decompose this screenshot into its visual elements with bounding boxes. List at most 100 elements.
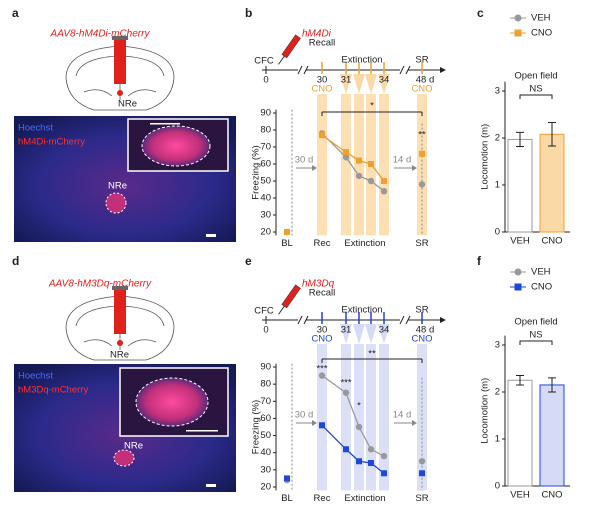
region-outline xyxy=(105,192,127,214)
y-tick-label: 40 xyxy=(260,447,271,458)
panel-letter: f xyxy=(477,254,482,268)
axis-break xyxy=(297,315,303,325)
timeline-label: Recall xyxy=(309,288,335,299)
legend-marker xyxy=(514,29,522,37)
stain-label: hM3Dq-mCherry xyxy=(18,385,88,396)
session-shade xyxy=(354,344,364,491)
timeline-day: 48 d xyxy=(416,75,435,86)
panel-letter: a xyxy=(12,6,19,20)
timeline-syringe xyxy=(278,34,301,65)
injection-site xyxy=(117,90,123,96)
x-tick-label: BL xyxy=(281,493,293,504)
error-bar xyxy=(548,377,556,393)
timeline-day: 0 xyxy=(263,325,268,336)
timeline-day: 30 xyxy=(317,325,328,336)
interval-arrow xyxy=(312,165,317,171)
timeline-arrow xyxy=(440,67,446,73)
annotation: NS xyxy=(529,330,542,341)
session-shade xyxy=(379,344,389,491)
y-tick-label: 80 xyxy=(260,125,271,136)
syringe-cap xyxy=(112,286,128,290)
annotation: NS xyxy=(529,84,542,95)
timeline-label: CFC xyxy=(254,306,274,317)
session-shade xyxy=(341,344,351,491)
interval-arrow xyxy=(312,420,317,426)
timeline-day: 34 xyxy=(379,325,390,336)
x-group-label: Extinction xyxy=(344,238,385,249)
data-point xyxy=(355,172,363,180)
y-tick-label: 2 xyxy=(495,133,500,144)
timeline-label: SR xyxy=(415,55,428,66)
timeline-label: Recall xyxy=(309,38,335,49)
timeline-label: SR xyxy=(415,305,428,316)
target-label: NRe xyxy=(118,99,137,110)
axis-break xyxy=(303,315,309,325)
panel-a: a AAV8-hM4Di-mCherry NRe NRe Hoechst hM4… xyxy=(12,6,236,242)
y-tick-label: 30 xyxy=(260,464,271,475)
scale-bar xyxy=(186,430,218,432)
legend-label: VEH xyxy=(531,13,551,24)
data-point xyxy=(284,229,290,235)
legend-label: CNO xyxy=(531,28,552,39)
session-shade xyxy=(354,94,364,236)
significance-bracket xyxy=(519,94,553,99)
annotation: *** xyxy=(316,364,327,375)
timeline-day: 31 xyxy=(341,325,352,336)
chart-title: Open field xyxy=(514,317,557,328)
annotation: * xyxy=(357,401,361,412)
session-marker xyxy=(365,324,377,344)
bar xyxy=(539,133,565,233)
timeline-label: CFC xyxy=(254,56,274,67)
x-tick-label: VEH xyxy=(510,490,530,501)
annotation: ** xyxy=(368,349,376,360)
timeline-day: 0 xyxy=(263,75,268,86)
y-tick-label: 2 xyxy=(495,387,500,398)
data-point xyxy=(356,458,362,465)
data-point xyxy=(419,470,425,477)
panel-letter: e xyxy=(245,254,252,268)
y-tick-label: 3 xyxy=(495,86,500,97)
scale-bar xyxy=(206,234,216,237)
region-label: NRe xyxy=(108,181,127,192)
axis-break xyxy=(405,315,411,325)
data-point xyxy=(381,470,387,477)
chart-title: Open field xyxy=(514,71,557,82)
y-tick-label: 80 xyxy=(260,379,271,390)
drug-label: CNO xyxy=(311,84,332,95)
panel-letter: b xyxy=(245,6,252,20)
bar xyxy=(507,138,533,233)
timeline-day: 31 xyxy=(341,75,352,86)
y-tick-label: 0 xyxy=(495,481,500,492)
session-marker xyxy=(340,324,352,344)
data-point xyxy=(356,157,362,164)
stain-label: Hoechst xyxy=(18,123,53,134)
syringe xyxy=(114,290,126,334)
y-axis-label: Locomotion (m) xyxy=(480,378,491,444)
panel-letter: d xyxy=(12,254,19,268)
data-point xyxy=(368,459,374,466)
session-marker xyxy=(378,324,390,344)
bar xyxy=(539,384,565,487)
annotation: 30 d xyxy=(295,410,314,421)
syringe xyxy=(114,40,126,84)
panel-d: d AAV8-hM3Dq-mCherry NRe NRe Hoechst hM3… xyxy=(12,254,236,492)
timeline-day: 30 xyxy=(317,75,328,86)
y-tick-label: 1 xyxy=(495,180,500,191)
data-point xyxy=(367,177,375,185)
y-axis-label: Freezing (%) xyxy=(251,400,262,454)
virus-label: AAV8-hM3Dq-mCherry xyxy=(48,279,152,290)
data-point xyxy=(284,475,290,482)
timeline-day: 34 xyxy=(379,75,390,86)
injection-site xyxy=(117,340,123,346)
annotation: 14 d xyxy=(393,410,412,421)
drug-label: CNO xyxy=(311,334,332,345)
session-shade xyxy=(417,344,427,491)
drug-label: CNO xyxy=(411,334,432,345)
y-tick-label: 40 xyxy=(260,193,271,204)
x-tick-label: SR xyxy=(415,238,428,249)
data-point xyxy=(380,188,388,195)
timeline-arrow xyxy=(440,317,446,323)
y-tick-label: 70 xyxy=(260,396,271,407)
virus-label: AAV8-hM4Di-mCherry xyxy=(50,29,151,40)
error-bar xyxy=(516,375,524,386)
